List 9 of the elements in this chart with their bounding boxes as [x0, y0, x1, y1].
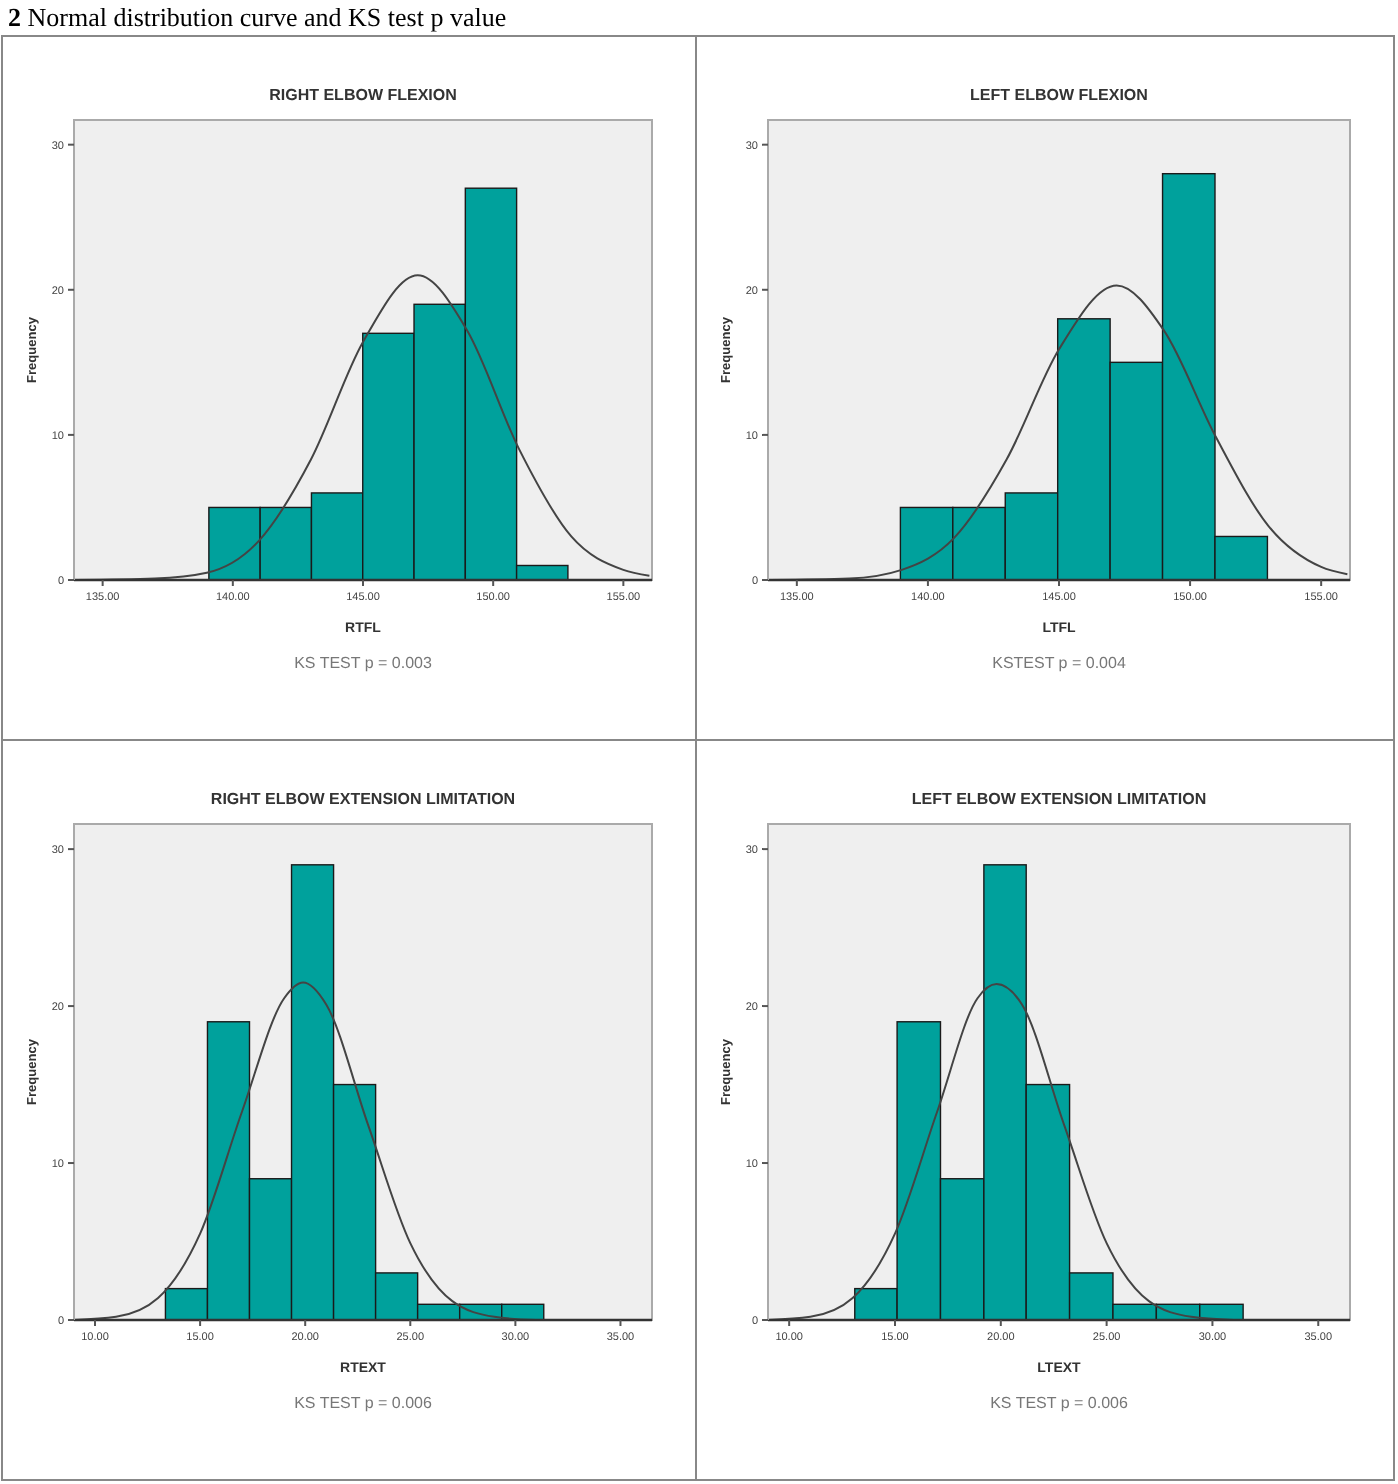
chart-title: RIGHT ELBOW FLEXION [269, 86, 458, 104]
text: KS TEST p = 0.006 [294, 1394, 433, 1412]
chart-title: LEFT ELBOW FLEXION [970, 86, 1149, 104]
text: KS TEST p = 0.003 [294, 654, 433, 672]
chart-title: LEFT ELBOW EXTENSION LIMITATION [911, 790, 1207, 808]
text: KS TEST p = 0.006 [990, 1394, 1129, 1412]
chart-title: RIGHT ELBOW EXTENSION LIMITATION [210, 790, 516, 808]
text: 2 Normal distribution curve and KS test p value [8, 2, 507, 32]
text: KSTEST p = 0.004 [992, 654, 1127, 672]
